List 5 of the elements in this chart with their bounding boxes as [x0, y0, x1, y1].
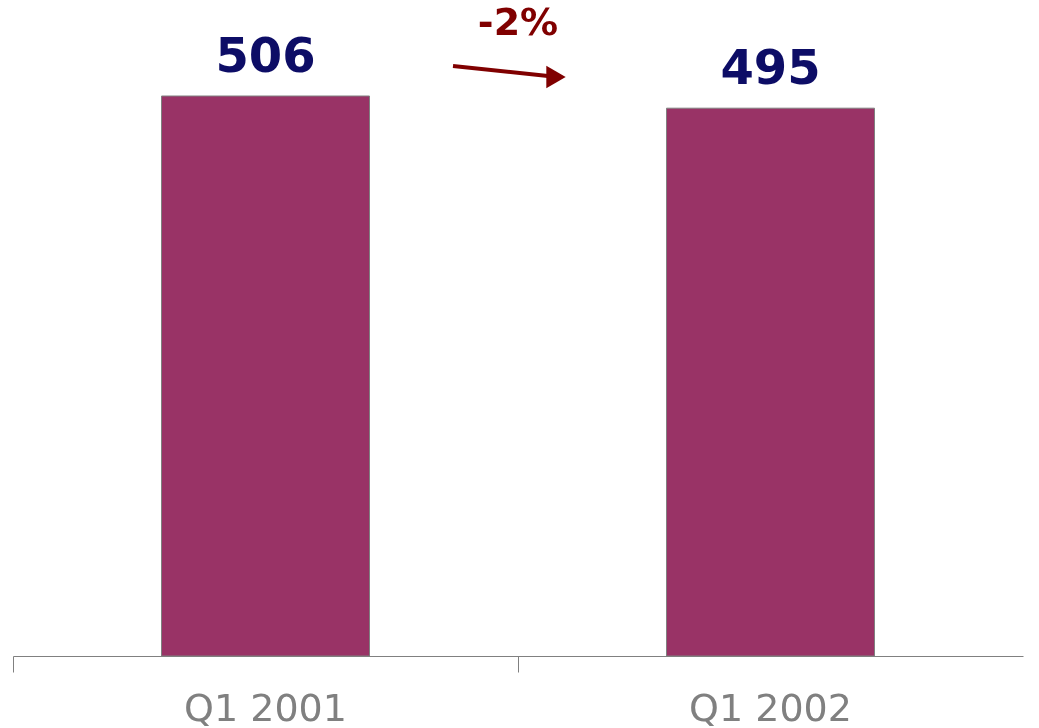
text: -2% [477, 0, 559, 44]
data-label: 506 [215, 27, 316, 83]
x-tick-label: Q1 2001 [184, 685, 347, 728]
data-label: 495 [720, 39, 821, 96]
x-tick-label: Q1 2002 [689, 685, 852, 728]
